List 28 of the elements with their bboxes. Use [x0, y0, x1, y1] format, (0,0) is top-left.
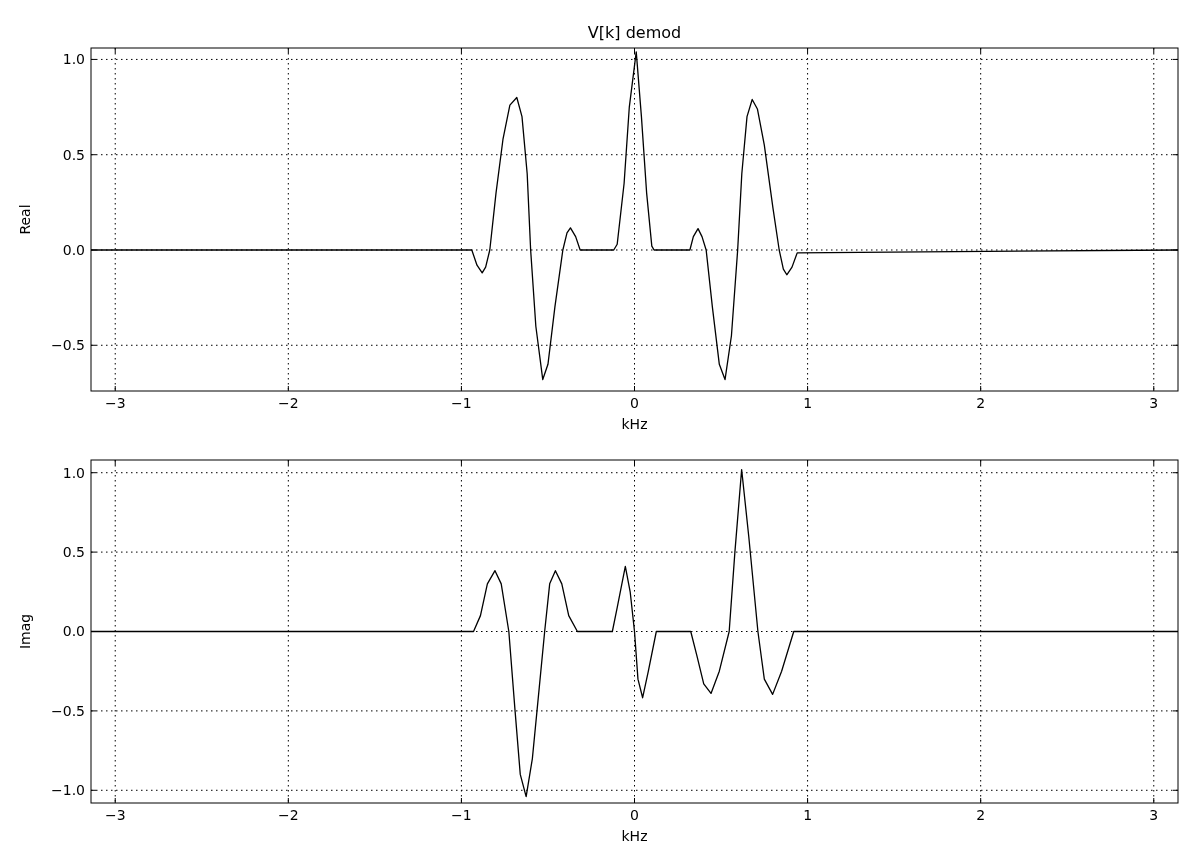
x-tick-label: −1	[451, 807, 472, 823]
x-tick-label: 1	[803, 807, 813, 823]
y-tick-label: 0.0	[62, 623, 85, 640]
x-tick-label: 2	[976, 395, 986, 411]
y-axis-title: Imag	[17, 613, 33, 650]
y-tick-label: −1.0	[51, 782, 85, 799]
x-tick-label: 1	[803, 395, 813, 411]
x-tick-label: 3	[1149, 807, 1159, 823]
x-tick-label: −3	[104, 395, 126, 411]
y-tick-label: 0.5	[62, 544, 85, 560]
x-tick-label: 2	[976, 807, 986, 823]
x-tick-label: 0	[630, 395, 639, 411]
chart-title: V[k] demod	[587, 23, 682, 42]
y-tick-label: −0.5	[51, 337, 85, 354]
x-tick-label: −2	[278, 395, 299, 411]
x-tick-label: 3	[1149, 395, 1159, 411]
x-tick-label: 0	[630, 807, 639, 823]
x-axis-title: kHz	[621, 828, 648, 844]
y-tick-label: 1.0	[62, 464, 85, 481]
y-tick-label: 0.0	[62, 241, 85, 258]
x-tick-label: −1	[451, 395, 472, 411]
y-tick-label: 0.5	[62, 146, 85, 163]
y-tick-label: −0.5	[51, 702, 85, 719]
y-axis-title: Real	[17, 204, 33, 235]
x-axis-title: kHz	[621, 416, 648, 432]
x-tick-label: −2	[278, 807, 299, 823]
x-tick-label: −3	[104, 807, 126, 823]
y-tick-label: 1.0	[62, 51, 85, 68]
